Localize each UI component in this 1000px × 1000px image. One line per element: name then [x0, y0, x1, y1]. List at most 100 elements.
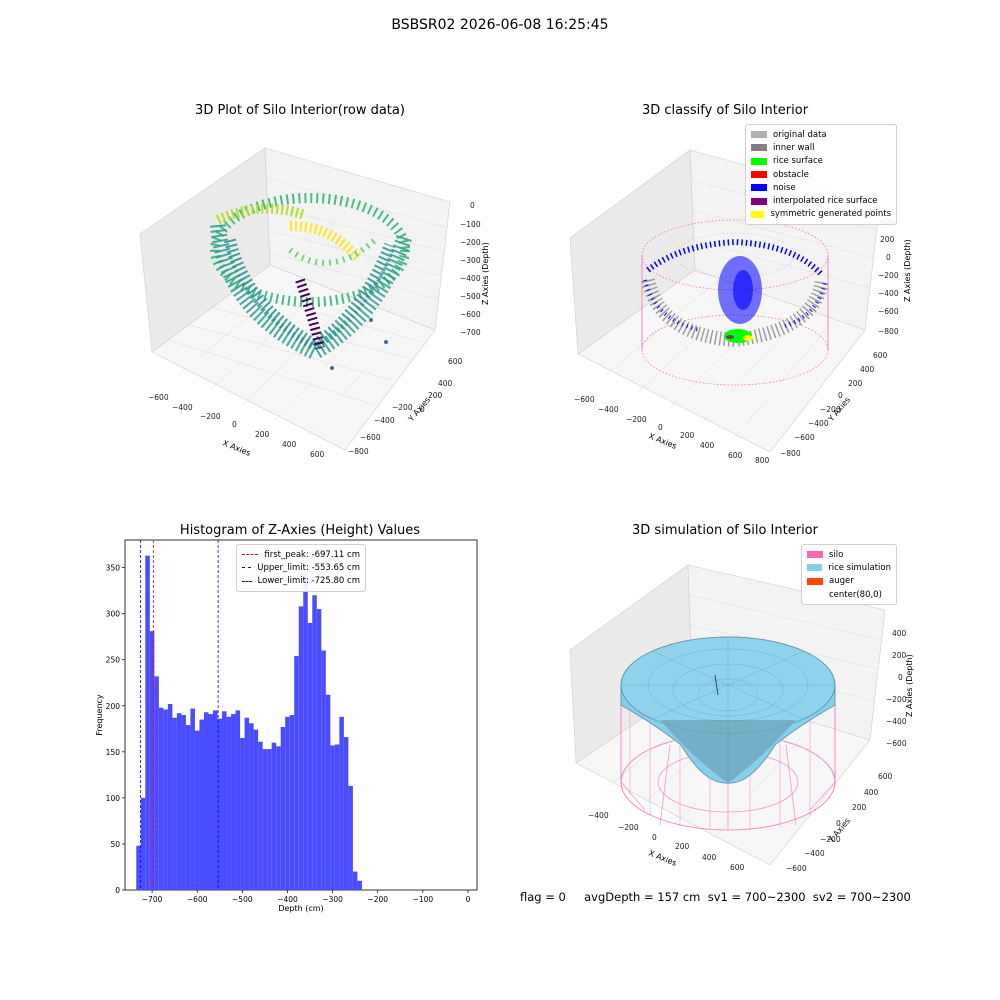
x-tick-label: −500 [232, 895, 253, 904]
histogram-bar [176, 713, 182, 890]
y-tick: −400 [374, 416, 395, 425]
histogram-bar [154, 676, 159, 890]
z-tick: −200 [886, 695, 907, 704]
legend-item: interpolated rice surface [751, 194, 891, 207]
y-tick: 600 [878, 772, 893, 781]
y-tick-label: 200 [106, 702, 121, 711]
x-tick: 0 [658, 423, 663, 432]
y-tick: 200 [852, 803, 867, 812]
x-tick: 400 [700, 441, 715, 450]
z-tick: 200 [880, 235, 895, 244]
depth-histogram: −700 −600 −500 −400 −300 −200 −100 0 0 50 100 150 2… [80, 535, 490, 920]
histogram-bar [330, 745, 335, 890]
y-tick: 600 [873, 351, 888, 360]
x-axis-label: X Axies [647, 432, 678, 451]
legend-swatch [751, 184, 767, 192]
histogram-bar [217, 718, 223, 890]
panel2-title: 3D classify of Silo Interior [641, 103, 809, 118]
histogram-bar [194, 730, 200, 890]
legend-swatch [751, 210, 765, 218]
x-tick-label: −700 [142, 895, 163, 904]
histogram-bar [348, 785, 353, 890]
x-tick: −600 [148, 393, 169, 402]
histogram-bar [203, 712, 209, 890]
y-tick: −200 [392, 403, 413, 412]
legend-item: Lower_limit: -725.80 cm [242, 575, 360, 588]
y-tick-label: 0 [115, 886, 120, 895]
legend-item: noise [751, 181, 891, 194]
y-tick-label: 300 [106, 610, 121, 619]
x-tick-label: −100 [413, 895, 434, 904]
x-tick: 200 [255, 430, 270, 439]
histogram-bar [149, 631, 155, 890]
y-tick: 600 [448, 357, 463, 366]
y-tick-label: 150 [106, 748, 121, 757]
y-tick: 0 [836, 819, 841, 828]
histogram-bar [231, 714, 236, 890]
legend-item: symmetric generated points [751, 208, 891, 221]
classify-legend: original data inner wall rice surface ob… [745, 124, 897, 226]
legend-item: inner wall [751, 141, 891, 154]
z-tick: −400 [878, 289, 899, 298]
z-tick: −600 [460, 310, 481, 319]
y-tick: −400 [804, 849, 825, 858]
x-tick: −600 [574, 395, 595, 404]
legend-swatch [751, 131, 767, 139]
histogram-bar [285, 716, 290, 890]
histogram-bar [262, 749, 268, 890]
y-tick-label: 100 [106, 794, 121, 803]
legend-swatch [807, 551, 823, 559]
panel1-title: 3D Plot of Silo Interior(row data) [195, 103, 405, 118]
histogram-bar [343, 737, 349, 890]
z-axis-label: Z Axies (Depth) [905, 654, 914, 717]
histogram-bar [222, 711, 227, 890]
z-tick: 0 [886, 253, 891, 262]
histogram-bar [136, 845, 141, 890]
histogram-bar [145, 555, 150, 890]
figure-title: BSBSR02 2026-06-08 16:25:45 [391, 17, 609, 33]
x-tick: 800 [755, 456, 770, 465]
y-tick: 0 [420, 405, 425, 414]
histogram-bar [321, 650, 326, 890]
y-tick: 400 [860, 365, 875, 374]
histogram-bar [185, 725, 191, 890]
legend-line [242, 554, 259, 556]
histogram-title: Histogram of Z-Axies (Height) Values [179, 523, 421, 538]
histogram-bar [307, 622, 313, 890]
histogram-bar [172, 717, 177, 890]
y-tick: −600 [794, 433, 815, 442]
legend-item: obstacle [751, 168, 891, 181]
classified-3d-plot: −600 −400 −200 0 200 400 600 800 600 400… [560, 130, 940, 475]
z-tick: −200 [878, 271, 899, 280]
legend-swatch [807, 564, 823, 572]
raw-data-3d-plot: −600 −400 −200 0 200 400 600 600 400 200… [130, 130, 510, 460]
x-tick: 600 [310, 450, 325, 459]
y-tick: −600 [786, 864, 807, 873]
x-tick: 600 [730, 863, 745, 872]
status-line: flag = 0 avgDepth = 157 cm sv1 = 700~230… [520, 890, 911, 904]
simulation-3d-plot: −400 −200 0 200 400 600 600 400 200 0 −2… [560, 545, 940, 880]
y-tick: −200 [820, 405, 841, 414]
x-tick-label: −400 [277, 895, 298, 904]
z-axis-label: Z Axies (Depth) [481, 242, 490, 305]
histogram-bar [271, 742, 277, 890]
histogram-bar [276, 746, 281, 890]
x-tick: −400 [588, 811, 609, 820]
y-tick: 400 [864, 788, 879, 797]
x-tick: −400 [598, 405, 619, 414]
y-tick: 200 [848, 379, 863, 388]
histogram-bar [352, 871, 358, 890]
x-tick: −400 [172, 403, 193, 412]
x-tick: −200 [618, 823, 639, 832]
y-tick-label: 250 [106, 656, 121, 665]
legend-swatch [751, 144, 767, 152]
x-tick: 200 [675, 842, 690, 851]
y-tick-label: 50 [110, 840, 120, 849]
histogram-bar [158, 707, 164, 890]
z-tick: −400 [460, 274, 481, 283]
histogram-bar [357, 880, 362, 890]
histogram-legend: first_peak: -697.11 cm Upper_limit: -553… [236, 544, 366, 592]
histogram-bar [199, 719, 204, 890]
z-tick: −200 [460, 238, 481, 247]
histogram-bar [240, 738, 245, 890]
